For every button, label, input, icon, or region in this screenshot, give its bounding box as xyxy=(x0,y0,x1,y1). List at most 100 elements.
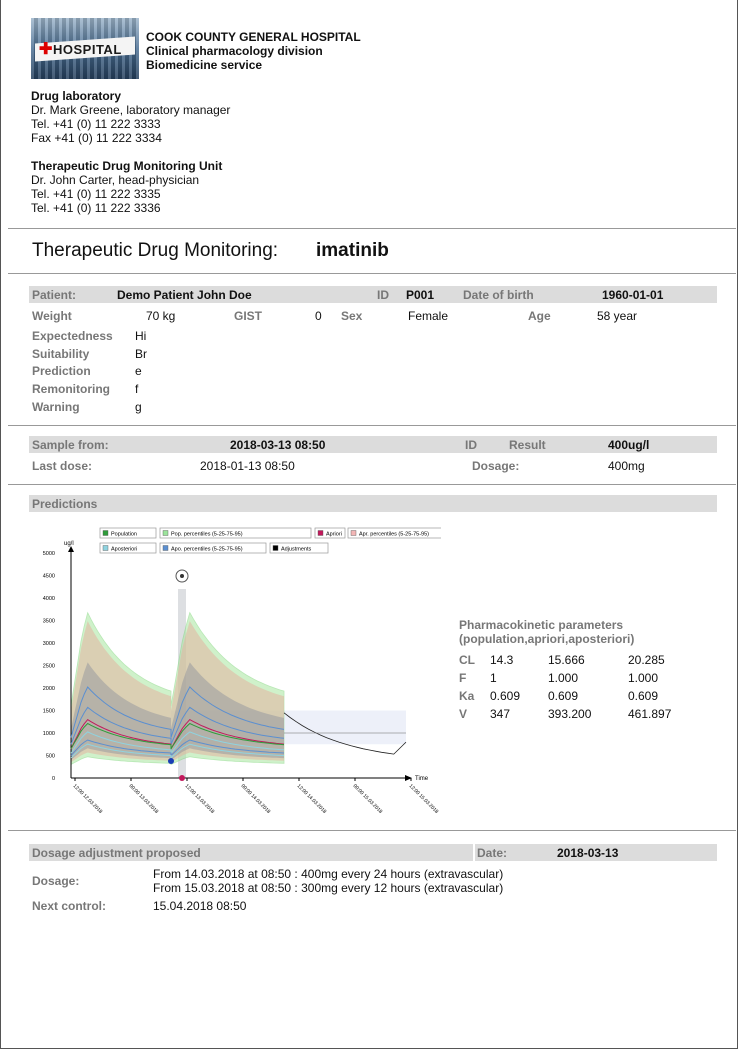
legend-label: Apo. percentiles (5-25-75-95) xyxy=(171,547,243,553)
division: Clinical pharmacology division xyxy=(146,44,323,58)
hospital-header: COOK COUNTY GENERAL HOSPITAL Clinical ph… xyxy=(146,30,361,72)
pk-row: V 347 393.200 461.897 xyxy=(459,707,672,721)
y-tick-label: 5000 xyxy=(43,551,55,557)
legend-item xyxy=(159,542,267,554)
measurement-point[interactable] xyxy=(168,758,174,764)
adjustment-date: 2018-03-13 xyxy=(557,846,619,860)
pk-row: F 1 1.000 1.000 xyxy=(459,671,659,685)
legend-swatch xyxy=(162,530,169,536)
x-tick-label: 00:00 13.03.2018 xyxy=(128,783,160,815)
legend-swatch xyxy=(350,530,357,536)
y-tick-label: 3000 xyxy=(43,641,55,647)
divider xyxy=(8,484,736,485)
report-title: Therapeutic Drug Monitoring: xyxy=(32,240,279,261)
x-tick-label: 12:00 14.03.2018 xyxy=(296,783,328,815)
x-tick-label: 12:00 12.03.2018 xyxy=(72,783,104,815)
x-ticks: 12:00 12.03.2018 00:00 13.03.2018 12:00 13… xyxy=(72,778,440,815)
patient-id: P001 xyxy=(406,288,435,302)
sex-value: Female xyxy=(408,309,449,323)
pk-row: CL 14.3 15.666 20.285 xyxy=(459,653,665,667)
y-tick-label: 3500 xyxy=(43,619,55,625)
legend-label: Population xyxy=(111,532,137,538)
dosage-value: 400mg xyxy=(608,459,645,473)
adjustment-line xyxy=(283,712,407,755)
adjustment-dosage: From 14.03.2018 at 08:50 : 400mg every 2… xyxy=(153,867,504,895)
x-tick-label: 12:00 13.03.2018 xyxy=(184,783,216,815)
x-axis-label: Time xyxy=(415,776,429,782)
patient-name: Demo Patient John Doe xyxy=(117,288,252,302)
service: Biomedicine service xyxy=(146,58,263,72)
x-tick-label: 00:00 14.03.2018 xyxy=(240,783,272,815)
legend-swatch xyxy=(272,545,279,551)
adjustment-heading: Dosage adjustment proposed xyxy=(32,846,201,860)
sample-bar xyxy=(29,436,717,453)
legend-label: Apr. percentiles (5-25-75-95) xyxy=(359,532,429,538)
legend-label: Adjustments xyxy=(281,547,312,553)
y-axis-label: ug/l xyxy=(64,541,74,547)
series-line xyxy=(70,706,285,745)
y-tick-label: 1500 xyxy=(43,709,55,715)
series-line xyxy=(70,722,285,751)
red-cross-icon: ✚ xyxy=(39,41,53,58)
prediction-chart: Population Pop. percentiles (5-25-75-95) A… xyxy=(43,527,441,815)
pk-heading: Pharmacokinetic parameters (population,a… xyxy=(459,618,635,646)
legend-item xyxy=(347,527,441,539)
cursor-marker-dot xyxy=(180,574,184,578)
x-axis-arrow xyxy=(405,775,412,781)
lab-contact: Drug laboratory Dr. Mark Greene, laborat… xyxy=(31,89,231,145)
legend-swatch xyxy=(102,530,109,536)
y-tick-label: 4000 xyxy=(43,596,55,602)
y-tick-label: 2500 xyxy=(43,664,55,670)
legend-item xyxy=(99,527,157,539)
y-tick-label: 0 xyxy=(52,776,55,782)
y-tick-label: 1000 xyxy=(43,731,55,737)
weight-value: 70 kg xyxy=(146,309,176,323)
y-tick-label: 4500 xyxy=(43,574,55,580)
apr-percentile-band xyxy=(71,621,284,763)
adjustment-bar xyxy=(29,844,717,861)
series-line xyxy=(70,731,285,755)
dob-value: 1960-01-01 xyxy=(602,288,664,302)
legend-swatch xyxy=(162,545,169,551)
legend-item xyxy=(99,542,157,554)
x-tick-label: 12:00 15.03.2018 xyxy=(408,783,440,815)
y-ticks: 0 500 1000 1500 2000 2500 3000 3500 4000 4500 5000 xyxy=(43,551,55,782)
hospital-name: COOK COUNTY GENERAL HOSPITAL xyxy=(146,30,361,44)
series-line xyxy=(70,743,285,759)
y-axis-arrow xyxy=(68,546,74,552)
chart-legend: Population Pop. percentiles (5-25-75-95) A… xyxy=(99,527,441,554)
dose-marker xyxy=(179,775,185,781)
sample-date: 2018-03-13 08:50 xyxy=(230,438,326,452)
divider xyxy=(8,228,736,229)
divider xyxy=(8,830,736,831)
x-tick-label: 00:00 15.03.2018 xyxy=(352,783,384,815)
series-line xyxy=(70,686,285,738)
gist-value: 0 xyxy=(315,309,322,323)
pk-row: Ka 0.609 0.609 0.609 xyxy=(459,689,659,703)
age-value: 58 year xyxy=(597,309,638,323)
patient-bar xyxy=(29,286,717,303)
divider xyxy=(8,273,736,274)
pk-table: CL 14.3 15.666 20.285 F 1 1.000 1.000 Ka… xyxy=(459,651,671,723)
y-tick-label: 500 xyxy=(46,754,55,760)
next-control-value: 15.04.2018 08:50 xyxy=(153,899,247,913)
y-tick-label: 2000 xyxy=(43,686,55,692)
series-line xyxy=(70,739,285,757)
predictions-bar xyxy=(29,495,717,512)
legend-item xyxy=(159,527,312,539)
result-value: 400ug/l xyxy=(608,438,650,452)
legend-label: Aposteriori xyxy=(111,547,137,553)
divider xyxy=(8,425,736,426)
legend-label: Apriori xyxy=(326,532,342,538)
legend-swatch xyxy=(102,545,109,551)
legend-label: Pop. percentiles (5-25-75-95) xyxy=(171,532,243,538)
legend-item xyxy=(269,542,329,554)
predictions-heading: Predictions xyxy=(32,497,98,511)
hospital-logo: ✚ HOSPITAL xyxy=(31,18,139,79)
legend-swatch xyxy=(317,530,324,536)
chart-curves xyxy=(70,686,407,759)
legend-item xyxy=(314,527,346,539)
lastdose-value: 2018-01-13 08:50 xyxy=(200,459,295,473)
tdm-contact: Therapeutic Drug Monitoring Unit Dr. Joh… xyxy=(31,159,223,215)
